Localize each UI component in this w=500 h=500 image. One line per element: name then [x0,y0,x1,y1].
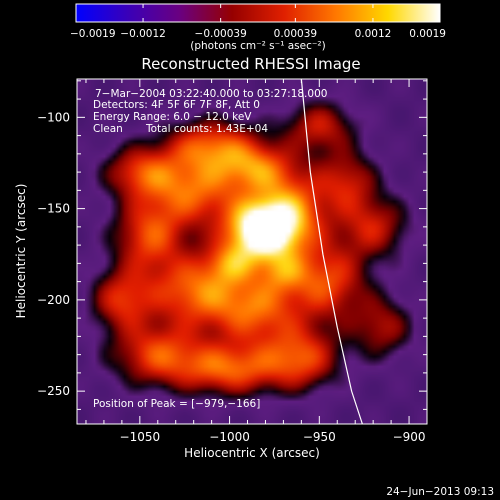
colorbar-frame [75,3,441,23]
annotation-energy: Energy Range: 6.0 − 12.0 keV [93,111,252,123]
annotation-algorithm: Clean [93,123,123,135]
y-tick-label: −250 [37,384,70,398]
colorbar-tick-label: −0.0012 [120,28,166,40]
colorbar-tick-label: 0.0019 [409,28,446,40]
colorbar-tick-label: −0.0019 [70,28,116,40]
y-tick-label: −150 [37,202,70,216]
heatmap-image [77,79,427,424]
y-axis-ticks: −100 −150 −200 −250 [37,80,427,410]
colorbar-tick-label: 0.00039 [274,28,317,40]
y-tick-label: −100 [37,110,70,124]
y-tick-label: −200 [37,293,70,307]
colorbar-unit: (photons cm⁻² s⁻¹ asec⁻²) [190,40,325,52]
y-axis-label: Heliocentric Y (arcsec) [14,184,28,319]
x-tick-label: −950 [303,430,336,444]
chart-title: Reconstructed RHESSI Image [141,55,360,73]
footer-date: 24−Jun−2013 09:13 [386,486,494,498]
plot-frame [76,78,428,425]
annotation-time: 7−Mar−2004 03:22:40.000 to 03:27:18.000 [95,88,327,100]
solar-limb-curve [300,79,363,424]
colorbar-tick-label: 0.0012 [355,28,392,40]
colorbar-tick-label: −0.00039 [195,28,247,40]
annotation-detectors: Detectors: 4F 5F 6F 7F 8F, Att 0 [93,99,260,111]
x-axis-ticks: −1050 −1000 −950 −900 [85,79,428,444]
x-tick-label: −1050 [120,430,161,444]
colorbar [76,4,440,22]
annotation-peak: Position of Peak = [−979,−166] [93,398,260,410]
x-tick-label: −1000 [209,430,250,444]
annotation-counts: Total counts: 1.43E+04 [145,123,268,135]
colorbar-ticks: −0.0019 −0.0012 −0.00039 0.00039 0.0012 0.001… [70,4,446,40]
x-tick-label: −900 [393,430,426,444]
x-axis-label: Heliocentric X (arcsec) [184,446,320,460]
